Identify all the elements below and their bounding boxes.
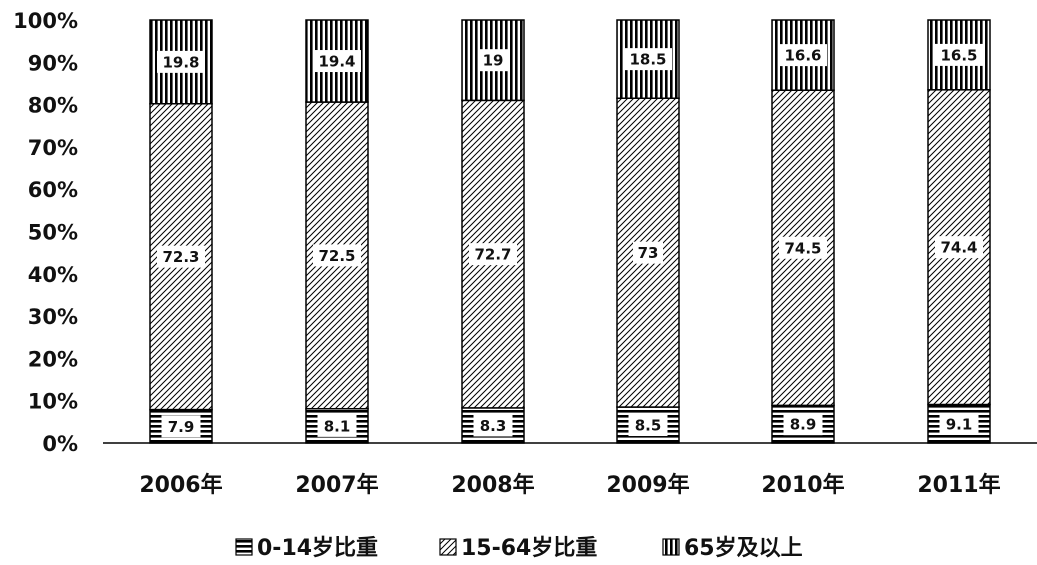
data-label: 7.9 <box>168 418 195 436</box>
data-label: 8.1 <box>324 417 351 435</box>
data-label-box <box>313 50 361 73</box>
y-tick-label: 0% <box>42 432 78 456</box>
bars-group <box>149 19 991 444</box>
data-label: 16.6 <box>784 47 821 65</box>
x-category-label: 2011年 <box>917 472 1000 498</box>
data-label: 8.3 <box>480 417 507 435</box>
legend-entry: 0-14岁比重 <box>235 535 378 561</box>
data-label-box <box>624 48 672 71</box>
y-tick-label: 40% <box>28 263 78 287</box>
legend-entry: 15-64岁比重 <box>439 535 597 561</box>
data-labels-group: 7.9 72.3 19.8 8.1 72.5 19.4 8.3 72.7 19 8.5 73 18.5… <box>157 43 983 438</box>
y-tick-label: 50% <box>28 221 78 245</box>
data-label-box <box>478 49 508 72</box>
data-label: 18.5 <box>629 51 666 69</box>
y-tick-label: 70% <box>28 136 78 160</box>
data-label: 72.7 <box>474 246 511 264</box>
legend-swatch <box>662 538 680 556</box>
data-label-box <box>935 236 983 259</box>
data-label-box <box>628 414 668 437</box>
data-label: 74.4 <box>940 239 977 257</box>
data-label: 8.9 <box>790 416 817 434</box>
data-label: 19.8 <box>162 53 199 71</box>
data-label: 72.5 <box>318 247 355 265</box>
data-label-box <box>157 50 205 73</box>
data-label-box <box>473 414 513 437</box>
x-axis: 2006年 2007年 2008年 2009年 2010年 2011年 <box>103 442 1037 498</box>
data-label-box <box>161 415 201 438</box>
data-label: 74.5 <box>784 239 821 257</box>
data-label: 9.1 <box>946 415 973 433</box>
data-label-box <box>633 241 663 264</box>
data-label: 16.5 <box>940 46 977 64</box>
x-category-label: 2006年 <box>139 472 222 498</box>
y-tick-label: 20% <box>28 347 78 371</box>
legend-label: 0-14岁比重 <box>257 535 378 561</box>
data-label-box <box>939 412 979 435</box>
y-tick-label: 90% <box>28 51 78 75</box>
legend-label: 15-64岁比重 <box>461 535 597 561</box>
legend-swatch <box>439 538 457 556</box>
data-label: 73 <box>638 244 659 262</box>
data-label: 19.4 <box>318 53 355 71</box>
data-label-box <box>313 244 361 267</box>
data-label: 19 <box>483 52 504 70</box>
data-label-box <box>157 245 205 268</box>
y-tick-label: 60% <box>28 178 78 202</box>
x-category-label: 2009年 <box>606 472 689 498</box>
data-label: 72.3 <box>162 248 199 266</box>
data-label-box <box>783 413 823 436</box>
x-category-label: 2008年 <box>451 472 534 498</box>
y-tick-label: 80% <box>28 94 78 118</box>
data-label-box <box>469 243 517 266</box>
legend-swatch <box>235 538 253 556</box>
x-category-label: 2010年 <box>761 472 844 498</box>
legend-entry: 65岁及以上 <box>662 535 803 561</box>
data-label-box <box>935 43 983 66</box>
data-label: 8.5 <box>635 417 662 435</box>
y-tick-label: 30% <box>28 305 78 329</box>
y-axis: 0% 10% 20% 30% 40% 50% 60% 70% 80% 90% 100% <box>13 9 78 456</box>
data-label-box <box>779 44 827 67</box>
y-tick-label: 100% <box>13 9 78 33</box>
x-category-label: 2007年 <box>295 472 378 498</box>
y-tick-label: 10% <box>28 390 78 414</box>
legend: 0-14岁比重 15-64岁比重 65岁及以上 <box>235 535 803 561</box>
legend-label: 65岁及以上 <box>684 535 803 561</box>
data-label-box <box>779 236 827 259</box>
data-label-box <box>317 414 357 437</box>
